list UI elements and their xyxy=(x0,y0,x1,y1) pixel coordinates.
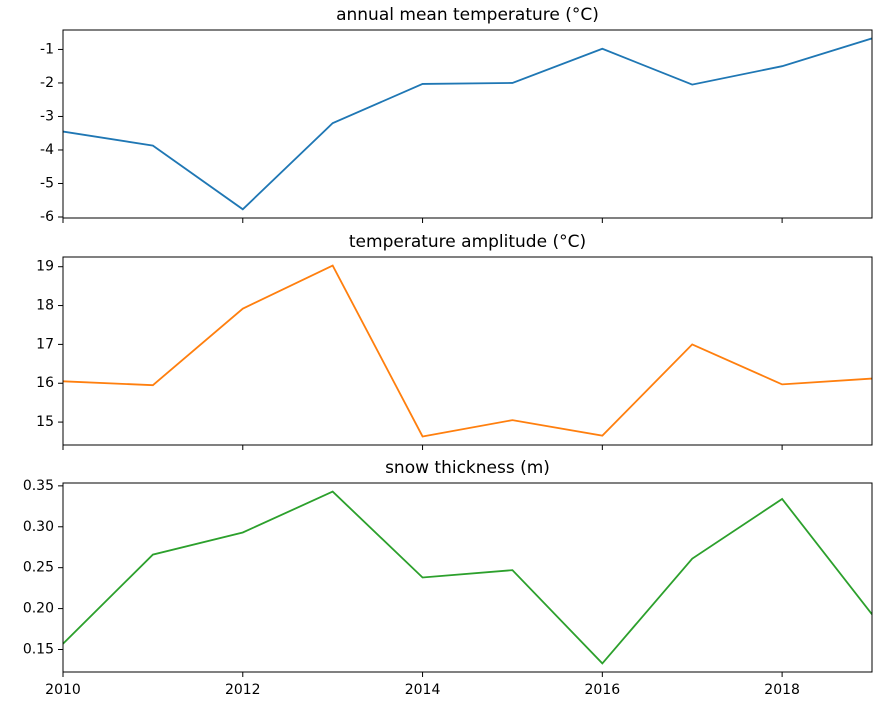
plot-frame xyxy=(62,29,873,219)
y-tick-label: -1 xyxy=(40,41,54,57)
x-tick-label: 2010 xyxy=(45,682,81,698)
chart-title: temperature amplitude (°C) xyxy=(349,232,586,252)
y-tick-label: 18 xyxy=(36,298,54,314)
data-line xyxy=(63,490,872,665)
plot-frame xyxy=(62,256,873,446)
x-tick-label: 2018 xyxy=(764,682,800,698)
y-tick-label: 16 xyxy=(36,375,54,391)
data-line xyxy=(63,37,872,211)
data-line xyxy=(63,264,872,438)
y-tick-label: 0.35 xyxy=(23,478,54,494)
y-tick-label: -2 xyxy=(40,75,54,91)
x-tick-label: 2016 xyxy=(585,682,621,698)
y-tick-label: 19 xyxy=(36,259,54,275)
y-tick-label: -6 xyxy=(40,209,54,225)
chart-title: annual mean temperature (°C) xyxy=(336,5,599,25)
y-tick-label: -5 xyxy=(40,175,54,191)
y-tick-label: 15 xyxy=(36,414,54,430)
y-tick-label: 0.15 xyxy=(23,642,54,658)
chart-title: snow thickness (m) xyxy=(385,458,550,478)
y-tick-label: 0.20 xyxy=(23,601,54,617)
y-tick-label: -3 xyxy=(40,108,54,124)
x-tick-label: 2012 xyxy=(225,682,261,698)
y-tick-label: 0.25 xyxy=(23,560,54,576)
y-tick-label: 0.30 xyxy=(23,519,54,535)
y-tick-label: -4 xyxy=(40,142,54,158)
y-tick-label: 17 xyxy=(36,336,54,352)
x-tick-label: 2014 xyxy=(405,682,441,698)
plot-frame xyxy=(62,482,873,673)
